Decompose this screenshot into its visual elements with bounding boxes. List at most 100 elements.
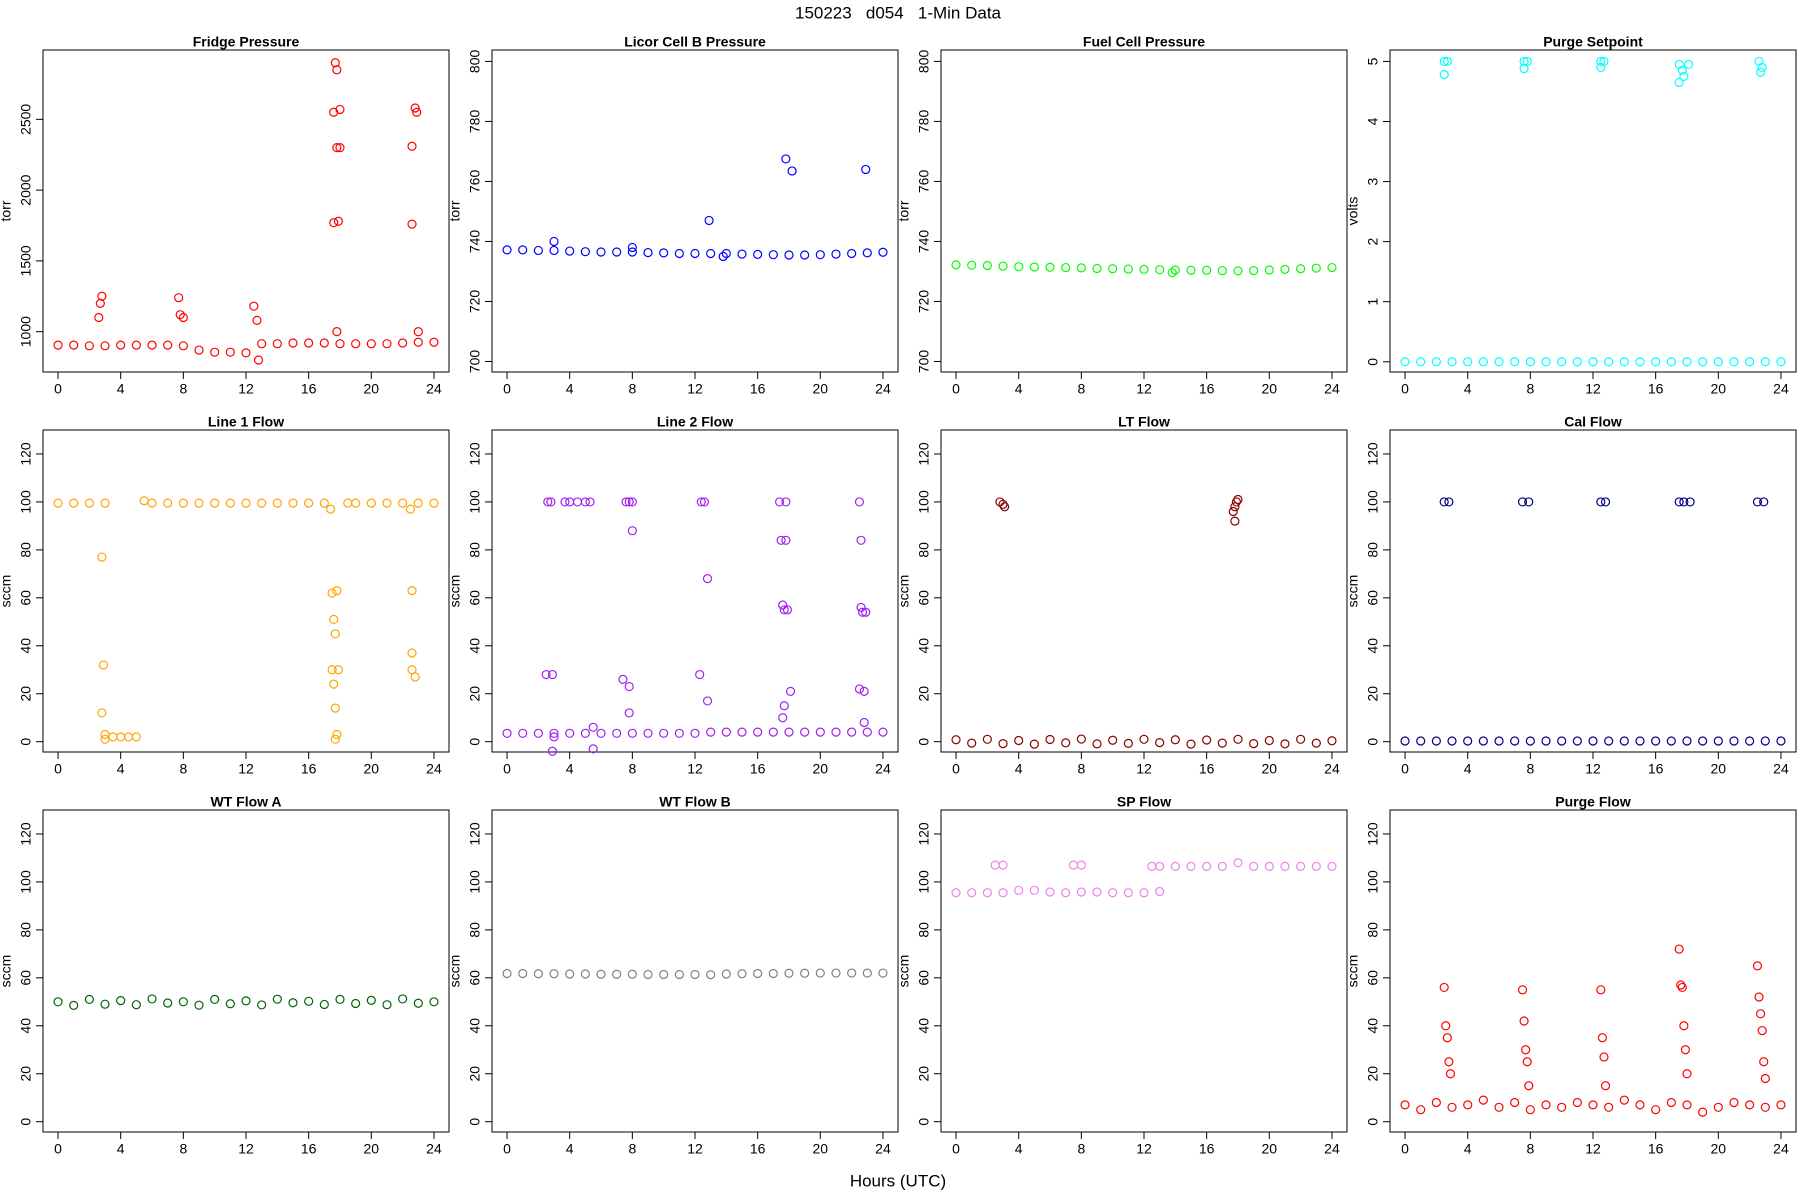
data-point [1076, 263, 1086, 273]
y-tick-label: 780 [916, 110, 932, 134]
data-point [272, 498, 282, 508]
data-point [1123, 264, 1133, 274]
data-point [413, 327, 423, 337]
data-point [690, 969, 700, 980]
data-point [951, 260, 961, 270]
data-point [1596, 56, 1606, 67]
data-point [618, 674, 628, 684]
data-point [1092, 887, 1102, 897]
data-point [257, 1000, 267, 1010]
data-point [612, 969, 622, 979]
x-tick-label: 8 [179, 761, 187, 777]
data-point [624, 681, 634, 692]
data-point [998, 739, 1008, 749]
panel-title: Fridge Pressure [193, 34, 300, 50]
data-point [1092, 739, 1102, 749]
data-point [1431, 1097, 1441, 1108]
data-point [784, 727, 794, 737]
data-point [580, 497, 590, 507]
data-point [768, 250, 778, 260]
y-tick-label: 120 [916, 442, 932, 466]
y-tick-label: 0 [1365, 358, 1381, 366]
data-point [1416, 736, 1426, 746]
x-tick-label: 12 [1136, 761, 1152, 777]
data-point [858, 607, 868, 617]
plot-frame [940, 809, 1348, 1133]
data-point [1677, 982, 1687, 993]
data-point [1524, 1081, 1534, 1091]
y-axis-label: sccm [0, 575, 14, 608]
y-tick-label: 760 [467, 170, 483, 194]
y-tick-label: 80 [1365, 922, 1381, 938]
x-tick-label: 20 [364, 761, 380, 777]
data-point [784, 968, 794, 978]
data-point [1572, 736, 1582, 746]
data-point [627, 969, 637, 979]
data-point [382, 339, 392, 349]
data-point [659, 969, 669, 980]
x-tick-label: 0 [503, 761, 511, 777]
data-point [585, 497, 595, 507]
x-tick-label: 0 [1401, 761, 1409, 777]
data-point [407, 665, 417, 675]
x-tick-label: 20 [813, 761, 829, 777]
data-point [1597, 1033, 1607, 1043]
data-point [502, 245, 512, 255]
data-point [1635, 1100, 1645, 1110]
data-point [1442, 56, 1452, 67]
data-point [1619, 736, 1629, 746]
panel-title: SP Flow [1117, 794, 1171, 810]
x-tick-label: 8 [179, 381, 187, 397]
data-point [659, 728, 669, 738]
data-point [1230, 502, 1240, 512]
data-point [139, 496, 149, 506]
data-point [1635, 736, 1645, 746]
y-tick-label: 720 [467, 290, 483, 314]
y-tick-label: 100 [467, 490, 483, 514]
data-point [327, 588, 337, 598]
data-point [1519, 1016, 1529, 1026]
data-point [1155, 886, 1165, 897]
data-point [1296, 264, 1306, 274]
data-point [878, 727, 888, 737]
data-point [1327, 861, 1337, 871]
data-point [782, 605, 793, 615]
data-point [405, 504, 416, 514]
data-point [1014, 262, 1024, 272]
y-tick-label: 740 [916, 230, 932, 254]
y-tick-label: 20 [1365, 1066, 1381, 1082]
data-point [1327, 736, 1337, 746]
data-point [1760, 357, 1770, 367]
x-tick-label: 16 [1199, 1141, 1215, 1157]
x-tick-label: 0 [1401, 381, 1409, 397]
data-point [272, 339, 282, 349]
y-tick-label: 720 [916, 290, 932, 314]
y-tick-label: 60 [18, 970, 34, 986]
data-point [572, 497, 583, 507]
data-point [1713, 1102, 1723, 1112]
data-point [627, 497, 637, 507]
x-tick-label: 12 [687, 381, 703, 397]
data-point [194, 1000, 204, 1010]
panel-title: Purge Flow [1555, 794, 1631, 810]
data-point [1186, 265, 1196, 275]
data-point [116, 996, 126, 1006]
y-tick-label: 1 [1365, 298, 1381, 306]
x-tick-label: 20 [1262, 761, 1278, 777]
data-point [1776, 1100, 1786, 1110]
y-tick-label: 40 [467, 638, 483, 654]
data-point [721, 727, 731, 737]
y-tick-label: 40 [916, 638, 932, 654]
data-point [1682, 1100, 1692, 1110]
data-point [330, 58, 340, 68]
y-tick-label: 40 [18, 1018, 34, 1034]
data-point [210, 498, 220, 508]
data-point [413, 998, 423, 1008]
data-point [998, 860, 1008, 870]
data-point [621, 497, 631, 507]
x-tick-label: 8 [1526, 1141, 1534, 1157]
data-point [702, 696, 713, 706]
data-point [859, 686, 869, 696]
data-point [815, 250, 825, 260]
data-point [329, 218, 339, 228]
